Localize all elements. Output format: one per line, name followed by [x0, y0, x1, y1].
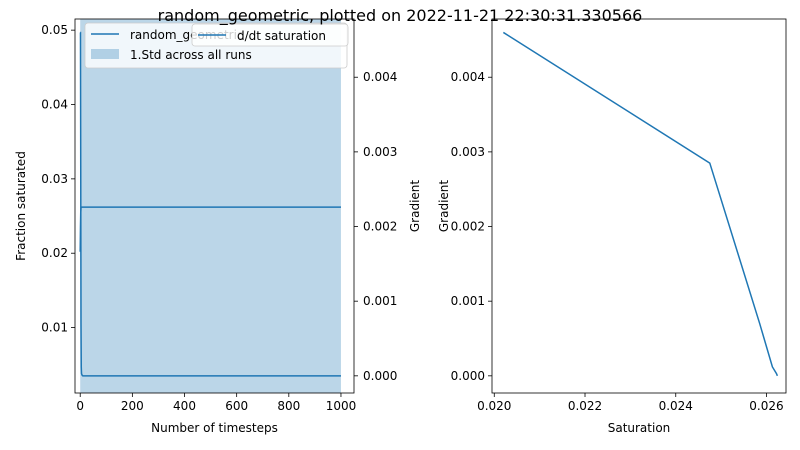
- y-tick-label: 0.03: [41, 172, 68, 186]
- y-tick-label: 0.001: [451, 294, 485, 308]
- x-tick-label: 1000: [326, 399, 357, 413]
- y2-axis-label: Gradient: [408, 180, 422, 233]
- y2-tick-label: 0.000: [363, 369, 397, 383]
- series-line-dt-saturation: [79, 31, 341, 377]
- y-tick-label: 0.000: [451, 369, 485, 383]
- left-chart: 0 200 400 600 800 1000 0.01 0.02 0.03 0.04 0.05 0.0…: [14, 18, 422, 435]
- y-tick-label: 0.01: [41, 321, 68, 335]
- right-plot-frame: [491, 18, 787, 394]
- y-tick-label: 0.04: [41, 98, 68, 112]
- x-axis-label: Saturation: [608, 421, 671, 435]
- legend-band-swatch: [91, 49, 119, 59]
- y-tick-label: 0.004: [451, 70, 485, 84]
- y-tick-label: 0.02: [41, 246, 68, 260]
- figure-suptitle: random_geometric, plotted on 2022-11-21 …: [157, 6, 643, 25]
- x-tick-label: 0.022: [568, 399, 602, 413]
- x-tick-label: 0: [76, 399, 84, 413]
- legend-right: d/dt saturation: [191, 23, 349, 47]
- y-tick-label: 0.003: [451, 145, 485, 159]
- x-tick-label: 0.024: [659, 399, 693, 413]
- left-plot-frame: [74, 18, 355, 394]
- legend-entry-label: d/dt saturation: [237, 29, 326, 43]
- y-tick-label: 0.002: [451, 220, 485, 234]
- y2-tick-label: 0.001: [363, 294, 397, 308]
- y2-tick-label: 0.004: [363, 70, 397, 84]
- std-band: [80, 19, 341, 393]
- series-line-gradient-vs-saturation: [502, 31, 779, 377]
- x-tick-label: 0.020: [477, 399, 511, 413]
- x-axis-label: Number of timesteps: [151, 421, 278, 435]
- right-chart: 0.020 0.022 0.024 0.026 0.000 0.001 0.002 0.003…: [437, 18, 787, 435]
- x-tick-label: 400: [173, 399, 196, 413]
- y2-tick-label: 0.002: [363, 220, 397, 234]
- y-axis-label: Fraction saturated: [14, 151, 28, 261]
- x-tick-label: 200: [121, 399, 144, 413]
- legend-entry-label: 1.Std across all runs: [130, 48, 252, 62]
- y-tick-label: 0.05: [41, 23, 68, 37]
- x-tick-label: 800: [277, 399, 300, 413]
- y-axis-label: Gradient: [437, 180, 451, 233]
- x-tick-label: 600: [225, 399, 248, 413]
- y2-tick-label: 0.003: [363, 145, 397, 159]
- legend-right-box: [191, 23, 349, 47]
- x-tick-label: 0.026: [749, 399, 783, 413]
